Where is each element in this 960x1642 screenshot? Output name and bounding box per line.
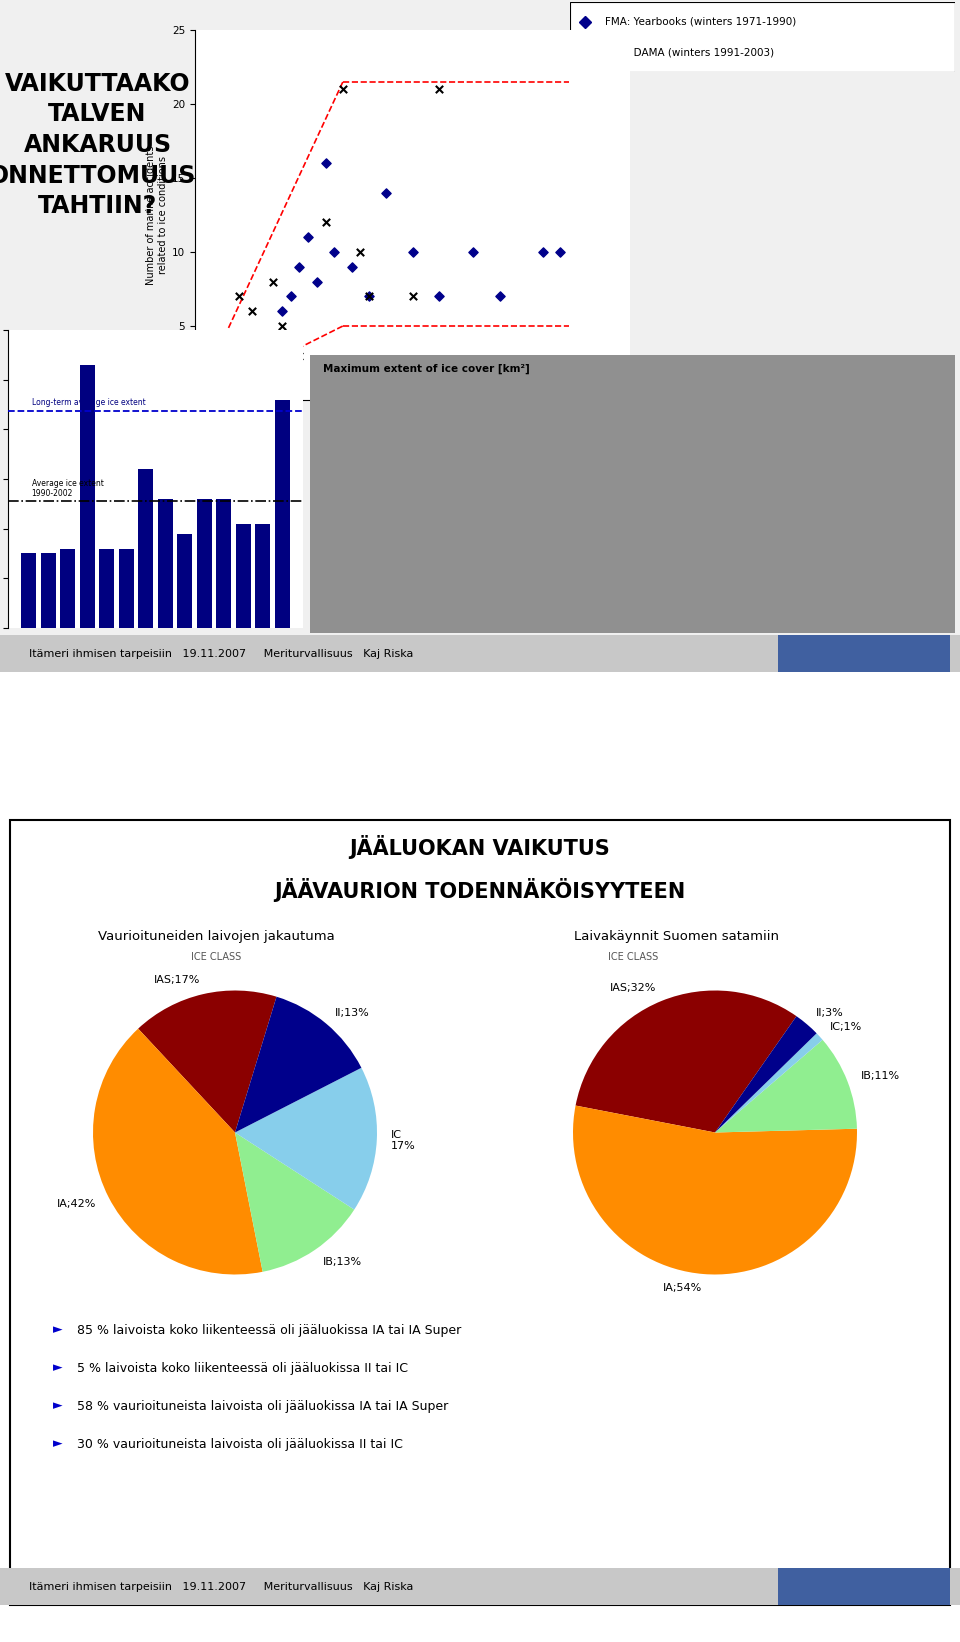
Y-axis label: Number of marine accidents
related to ice conditions: Number of marine accidents related to ic… <box>146 144 168 284</box>
Text: IB;11%: IB;11% <box>861 1071 900 1080</box>
Point <box>431 284 446 310</box>
Point <box>257 343 273 369</box>
Text: 30 % vaurioituneista laivoista oli jääluokissa II tai IC: 30 % vaurioituneista laivoista oli jäälu… <box>77 1437 402 1450</box>
Point <box>240 358 255 384</box>
Wedge shape <box>573 1105 857 1274</box>
Text: FMA: DAMA (winters 1991-2003): FMA: DAMA (winters 1991-2003) <box>605 48 774 57</box>
Text: 58 % vaurioituneista laivoista oli jääluokissa IA tai IA Super: 58 % vaurioituneista laivoista oli jäälu… <box>77 1399 448 1412</box>
Text: JÄÄLUOKAN VAIKUTUS: JÄÄLUOKAN VAIKUTUS <box>349 836 611 859</box>
Text: Vaurioituneiden laivojen jakautuma: Vaurioituneiden laivojen jakautuma <box>98 929 334 943</box>
Text: ►: ► <box>53 1399 62 1412</box>
Bar <box>21 553 36 627</box>
Text: IAS;32%: IAS;32% <box>610 982 657 993</box>
Text: Itämeri ihmisen tarpeisiin   19.11.2007     Meriturvallisuus   Kaj Riska: Itämeri ihmisen tarpeisiin 19.11.2007 Me… <box>29 649 413 658</box>
Text: ICE CLASS: ICE CLASS <box>191 952 241 962</box>
Bar <box>41 553 56 627</box>
Wedge shape <box>138 990 276 1133</box>
Point <box>235 373 251 399</box>
Point <box>230 284 246 310</box>
Wedge shape <box>715 1039 857 1133</box>
Point <box>405 284 420 310</box>
Point <box>275 299 290 325</box>
Point <box>344 253 359 279</box>
Point <box>378 179 394 205</box>
Text: FMA: Yearbooks (winters 1971-1990): FMA: Yearbooks (winters 1971-1990) <box>605 16 796 26</box>
Wedge shape <box>235 1133 354 1273</box>
Point <box>553 238 568 264</box>
Point <box>230 358 246 384</box>
Text: II;3%: II;3% <box>816 1008 844 1018</box>
Point <box>492 284 507 310</box>
Text: 85 % laivoista koko liikenteessä oli jääluokissa IA tai IA Super: 85 % laivoista koko liikenteessä oli jää… <box>77 1323 461 1337</box>
Wedge shape <box>715 1033 823 1133</box>
Text: IC
17%: IC 17% <box>391 1130 416 1151</box>
Point <box>244 299 259 325</box>
Text: JÄÄVAURION TODENNÄKÖISYYTEEN: JÄÄVAURION TODENNÄKÖISYYTEEN <box>275 878 685 901</box>
Point <box>431 76 446 102</box>
Point <box>249 343 264 369</box>
Text: ►: ► <box>53 1361 62 1374</box>
Point <box>309 268 324 294</box>
Bar <box>197 499 211 627</box>
Bar <box>138 470 153 627</box>
Point <box>361 284 376 310</box>
Text: ►: ► <box>53 1323 62 1337</box>
Text: Itämeri ihmisen tarpeisiin   19.11.2007     Meriturvallisuus   Kaj Riska: Itämeri ihmisen tarpeisiin 19.11.2007 Me… <box>29 1581 413 1591</box>
Text: ICE CLASS: ICE CLASS <box>609 952 659 962</box>
Text: IB;13%: IB;13% <box>323 1256 362 1266</box>
Point <box>292 253 307 279</box>
Bar <box>255 524 270 627</box>
Text: IC;1%: IC;1% <box>830 1021 862 1031</box>
Bar <box>216 499 231 627</box>
Wedge shape <box>235 997 361 1133</box>
Point <box>335 76 350 102</box>
Point <box>466 238 481 264</box>
Wedge shape <box>93 1028 263 1274</box>
Text: 5 % laivoista koko liikenteessä oli jääluokissa II tai IC: 5 % laivoista koko liikenteessä oli jääl… <box>77 1361 408 1374</box>
Point <box>536 238 551 264</box>
Text: Long-term average ice extent: Long-term average ice extent <box>32 399 145 407</box>
Point <box>352 238 368 264</box>
Bar <box>178 534 192 627</box>
Bar <box>275 399 290 627</box>
Text: IAS;17%: IAS;17% <box>154 975 200 985</box>
Text: Average ice extent
1990-2002: Average ice extent 1990-2002 <box>32 479 104 498</box>
Wedge shape <box>576 990 797 1133</box>
Point <box>405 238 420 264</box>
Text: II;13%: II;13% <box>335 1008 370 1018</box>
Point <box>300 223 316 250</box>
Point <box>318 149 333 176</box>
Point <box>292 343 307 369</box>
Point <box>283 284 299 310</box>
Text: Laivakäynnit Suomen satamiin: Laivakäynnit Suomen satamiin <box>574 929 780 943</box>
Bar <box>236 524 251 627</box>
Wedge shape <box>715 1016 817 1133</box>
Wedge shape <box>235 1067 377 1210</box>
Text: VAIKUTTAAKO
TALVEN
ANKARUUS
ONNETTOMUUS-
TAHTIIN?: VAIKUTTAAKO TALVEN ANKARUUS ONNETTOMUUS-… <box>0 72 206 218</box>
Bar <box>119 548 133 627</box>
Bar <box>80 365 94 627</box>
Point <box>361 284 376 310</box>
Point <box>275 314 290 340</box>
Bar <box>158 499 173 627</box>
Point <box>266 328 281 355</box>
Text: Maximum extent of ice cover [km²]: Maximum extent of ice cover [km²] <box>321 397 505 407</box>
Point <box>266 268 281 294</box>
Point <box>318 209 333 235</box>
Text: Maximum extent of ice cover [km²]: Maximum extent of ice cover [km²] <box>323 363 530 374</box>
Bar <box>100 548 114 627</box>
Text: IA;54%: IA;54% <box>663 1282 702 1294</box>
Bar <box>60 548 75 627</box>
Point <box>252 328 268 355</box>
Point <box>326 238 342 264</box>
Text: IA;42%: IA;42% <box>57 1199 96 1209</box>
Text: ►: ► <box>53 1437 62 1450</box>
